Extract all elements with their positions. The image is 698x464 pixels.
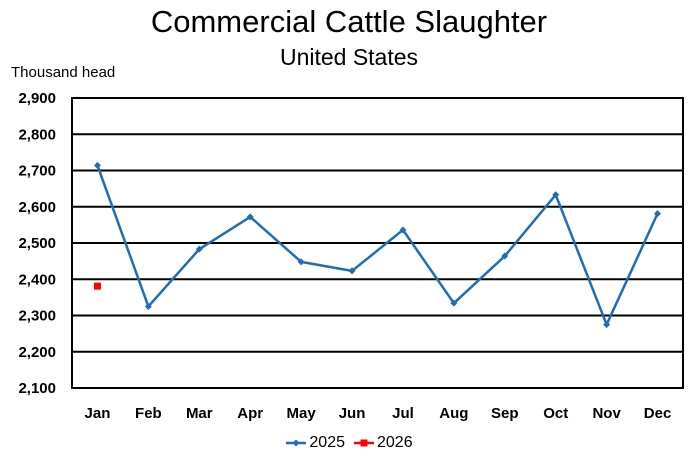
data-point (552, 191, 560, 199)
y-axis-label: Thousand head (11, 64, 116, 81)
data-point (93, 282, 101, 290)
x-tick-label: Jun (339, 405, 366, 422)
y-tick-label: 2,500 (18, 235, 56, 252)
data-series (93, 161, 662, 329)
chart-title: Commercial Cattle Slaughter (150, 4, 548, 39)
x-tick-label: May (287, 405, 317, 422)
y-tick-label: 2,600 (18, 199, 56, 216)
x-tick-label: Nov (592, 405, 621, 422)
data-point (195, 245, 203, 253)
legend-item-2025: 2025 (285, 434, 345, 452)
data-point (603, 321, 611, 329)
x-axis-ticks: Jan Feb Mar Apr May Jun Jul Aug Sep Oct Nov Dec (85, 405, 672, 422)
data-point (501, 252, 509, 260)
data-point (144, 302, 152, 310)
legend-item-2026: 2026 (353, 434, 413, 452)
y-axis-ticks: 2,100 2,200 2,300 2,400 2,500 2,600 2,700 2,800… (18, 90, 56, 397)
y-tick-label: 2,100 (18, 380, 56, 397)
legend: 2025 2026 (0, 434, 698, 452)
plot-area-border (71, 97, 684, 389)
x-tick-label: Jul (392, 405, 414, 422)
data-point (93, 161, 101, 169)
x-tick-label: Sep (491, 405, 519, 422)
series-line (96, 165, 659, 326)
y-tick-label: 2,800 (18, 126, 56, 143)
gridlines (72, 97, 683, 389)
data-point (654, 210, 662, 218)
data-point (297, 258, 305, 266)
y-tick-label: 2,200 (18, 344, 56, 361)
series-2026 (93, 282, 101, 290)
x-tick-label: Oct (543, 405, 568, 422)
x-tick-label: Apr (237, 405, 263, 422)
legend-label: 2026 (377, 434, 413, 451)
chart-subtitle: United States (279, 44, 419, 70)
data-point (246, 213, 254, 221)
data-point (450, 299, 458, 307)
x-tick-label: Jan (85, 405, 111, 422)
series-2025 (93, 161, 662, 329)
y-tick-label: 2,900 (18, 90, 56, 107)
data-point (348, 267, 356, 275)
data-point (399, 226, 407, 234)
x-tick-label: Feb (135, 405, 162, 422)
x-tick-label: Aug (439, 405, 468, 422)
x-tick-label: Dec (644, 405, 672, 422)
y-tick-label: 2,300 (18, 308, 56, 325)
y-tick-label: 2,700 (18, 163, 56, 180)
diamond-marker-icon (286, 439, 307, 447)
square-marker-icon (354, 439, 374, 447)
y-tick-label: 2,400 (18, 271, 56, 288)
x-tick-label: Mar (186, 405, 213, 422)
legend-label: 2025 (309, 434, 345, 451)
